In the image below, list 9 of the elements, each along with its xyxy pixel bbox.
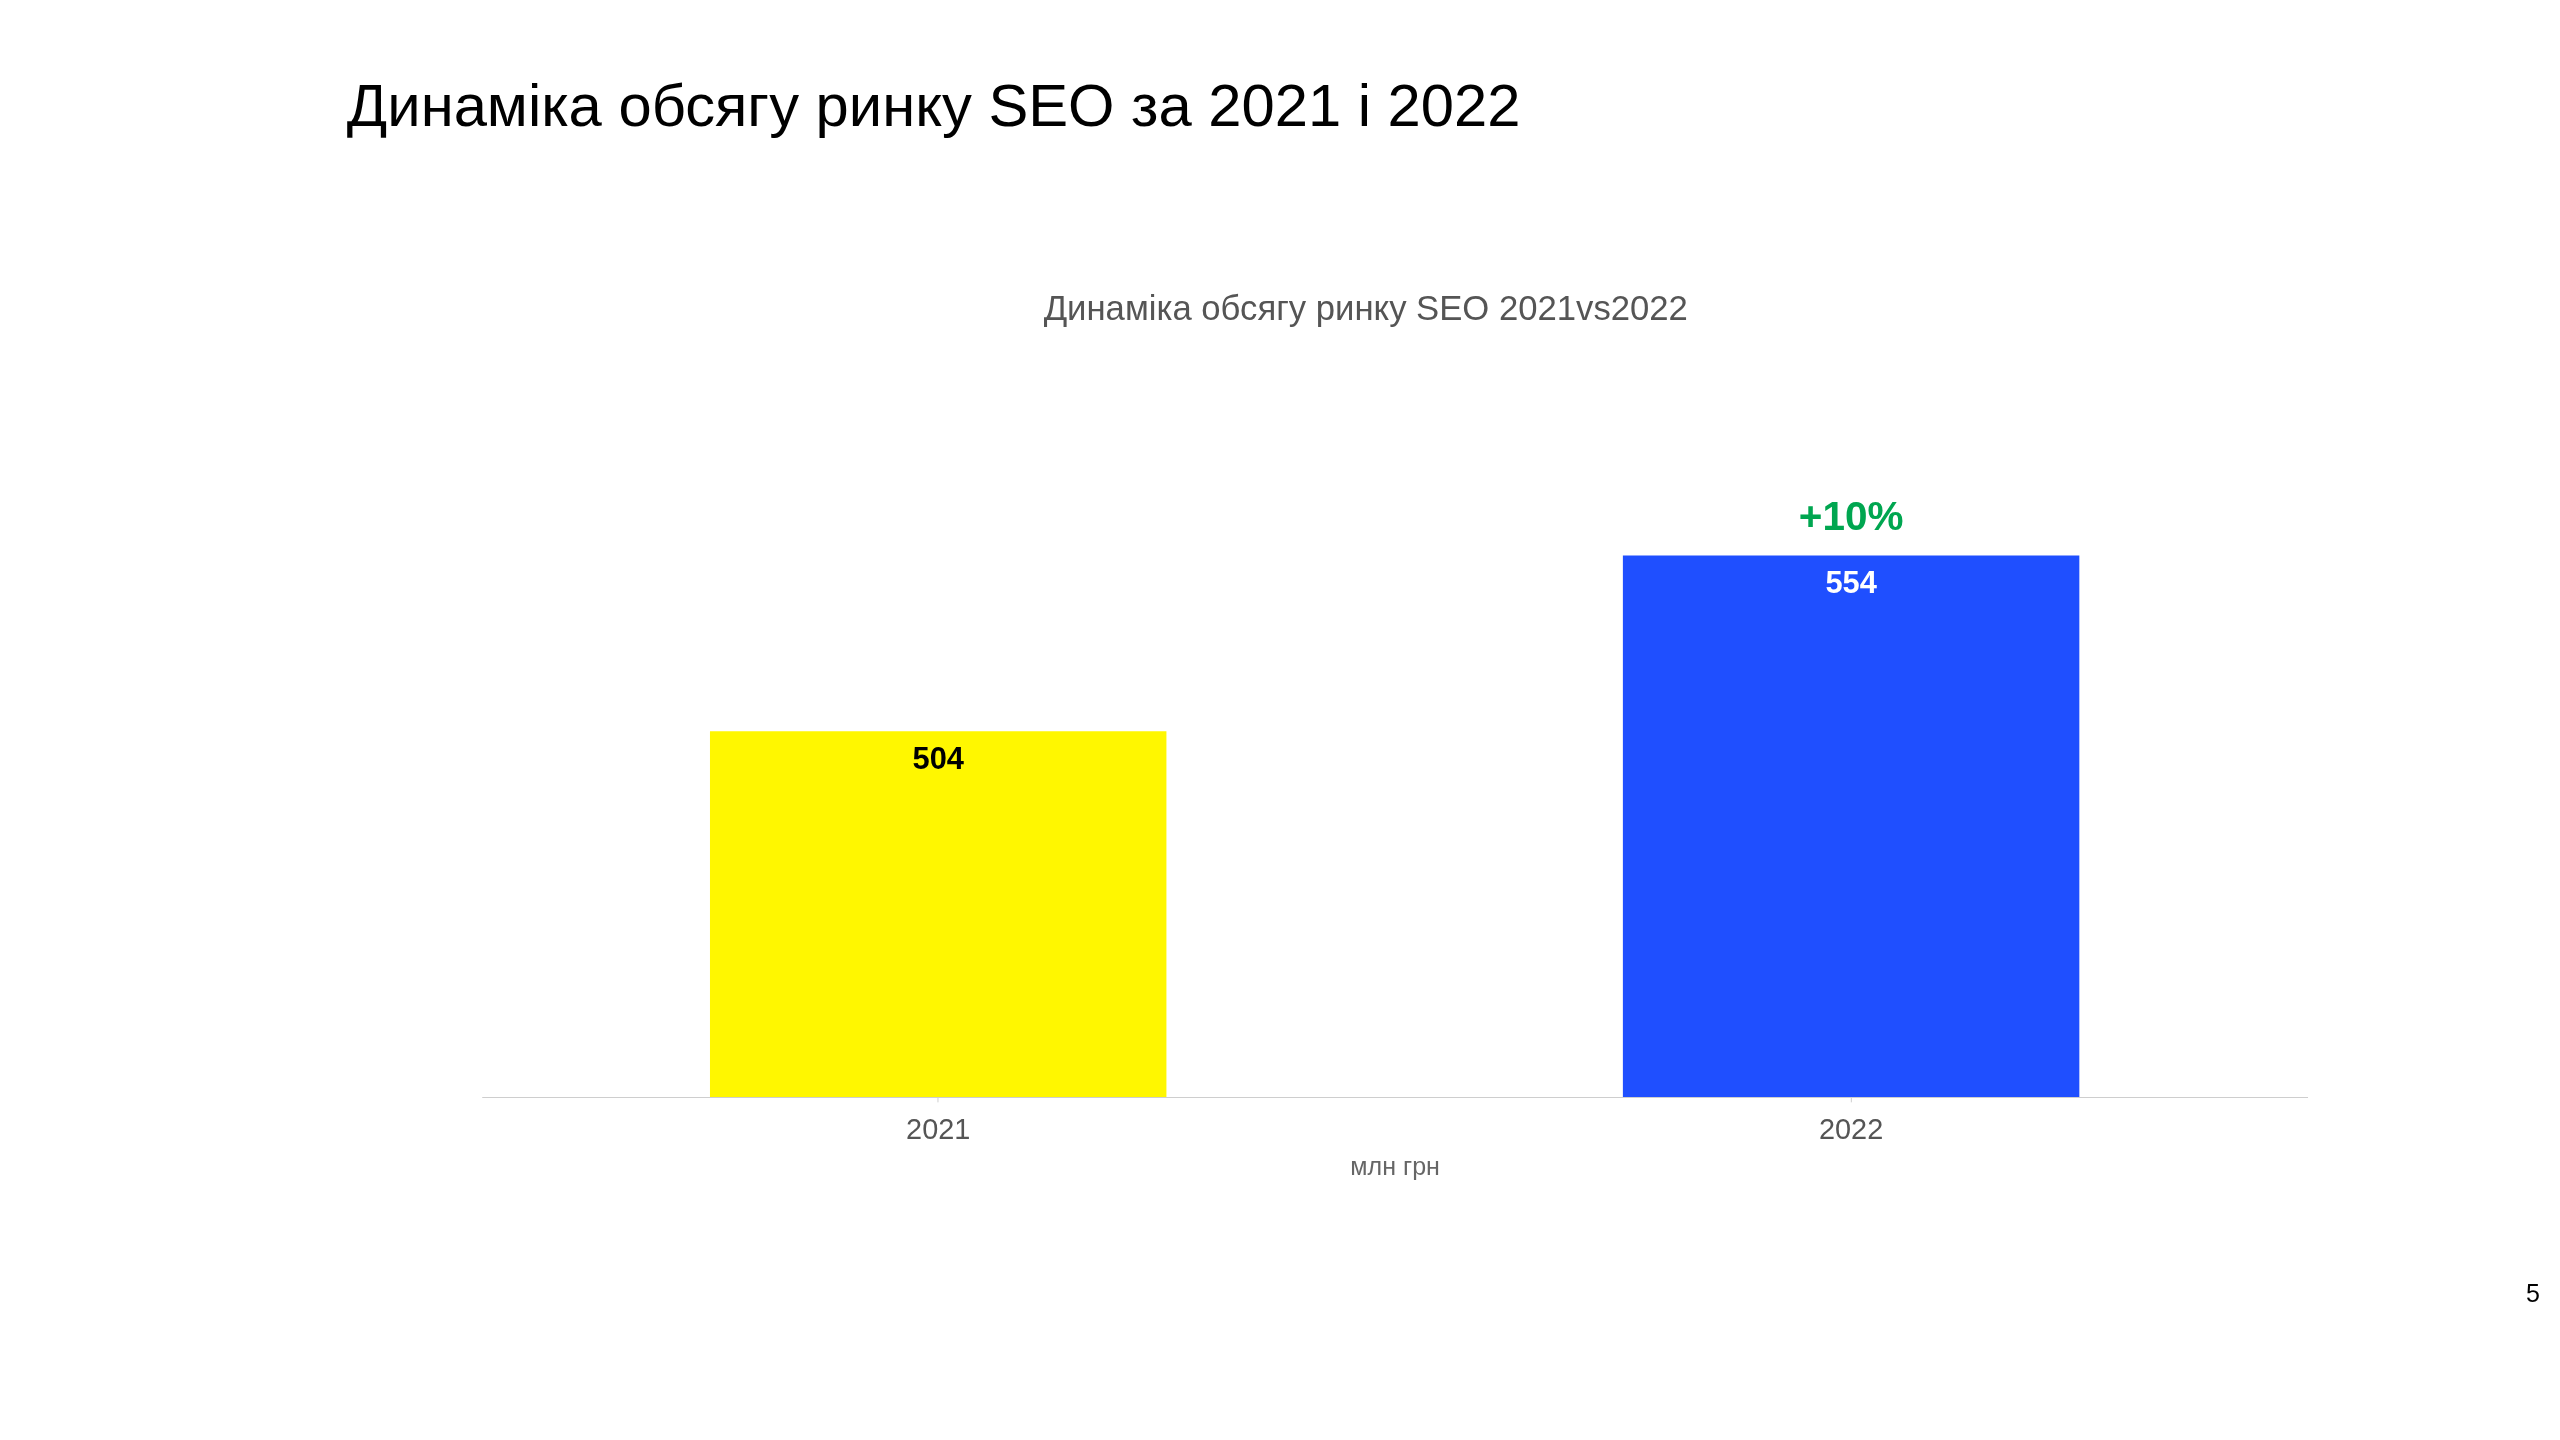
text: 5 <box>2526 1279 2540 1308</box>
data-label: 554 <box>1825 565 1877 601</box>
chart-title: Динаміка обсягу ринку SEO за 2021 і 2022 <box>346 71 1521 139</box>
chart-subtitle: Динаміка обсягу ринку SEO 2021vs2022 <box>1043 289 1688 328</box>
x-tick-label: 2021 <box>906 1112 971 1145</box>
annotation: +10% <box>1798 492 1904 539</box>
x-tick-label: 2022 <box>1818 1112 1884 1145</box>
data-label: 504 <box>912 740 964 776</box>
x-axis-title: млн грн <box>1350 1151 1440 1180</box>
